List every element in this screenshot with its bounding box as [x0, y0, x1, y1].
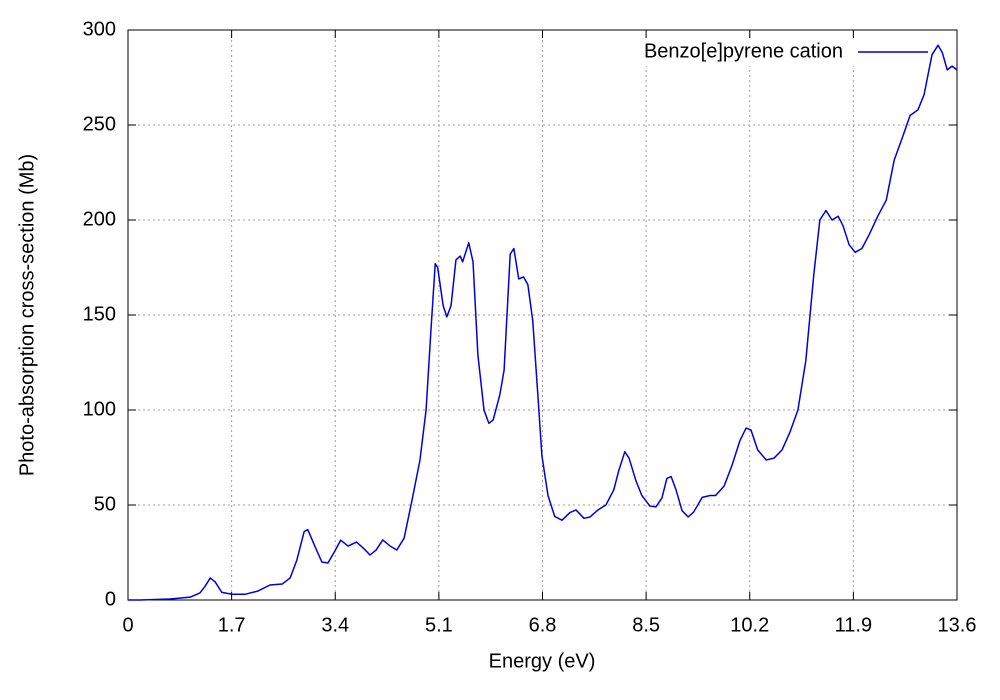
- y-tick-label: 150: [83, 303, 116, 325]
- x-tick-label: 3.4: [321, 614, 349, 636]
- y-tick-label: 250: [83, 113, 116, 135]
- x-tick-label: 1.7: [218, 614, 246, 636]
- x-tick-label: 10.2: [730, 614, 769, 636]
- plot-border: [127, 29, 958, 601]
- x-tick-label: 11.9: [835, 614, 872, 636]
- y-axis-label: Photo-absorption cross-section (Mb): [16, 154, 38, 476]
- x-tick-label: 5.1: [425, 614, 453, 636]
- x-tick-label: 6.8: [529, 614, 557, 636]
- y-tick-label: 0: [105, 588, 116, 610]
- x-tick-label: 8.5: [632, 614, 660, 636]
- x-tick-label: 0: [122, 614, 133, 636]
- y-tick-label: 50: [94, 493, 116, 515]
- x-tick-label: 13.6: [938, 614, 977, 636]
- y-tick-label: 200: [83, 208, 116, 230]
- y-tick-label: 100: [83, 398, 116, 420]
- data-line: [128, 44, 958, 601]
- x-axis-label: Energy (eV): [489, 650, 596, 672]
- legend-label: Benzo[e]pyrene cation: [644, 40, 843, 62]
- y-tick-label: 300: [83, 18, 116, 40]
